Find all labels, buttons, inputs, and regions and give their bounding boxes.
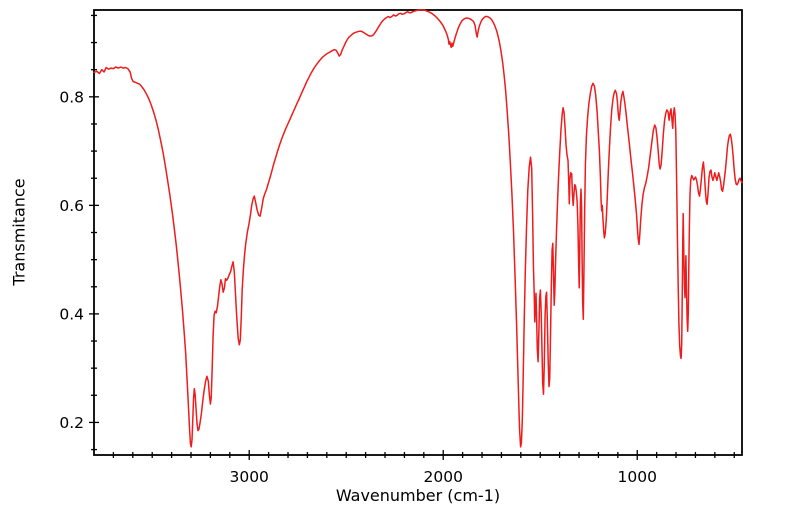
x-axis-label: Wavenumber (cm-1) — [335, 486, 501, 505]
x-tick-label: 3000 — [229, 468, 268, 486]
x-tick-label: 1000 — [618, 468, 657, 486]
x-tick-label: 2000 — [423, 468, 462, 486]
y-axis-label: Transmitance — [9, 178, 29, 286]
y-tick-label: 0.8 — [59, 88, 84, 106]
transmittance-curve — [93, 9, 743, 448]
y-tick-label: 0.6 — [59, 197, 84, 215]
y-tick-label: 0.4 — [59, 305, 84, 323]
y-tick-label: 0.2 — [59, 414, 84, 432]
axes-spines — [93, 9, 743, 456]
